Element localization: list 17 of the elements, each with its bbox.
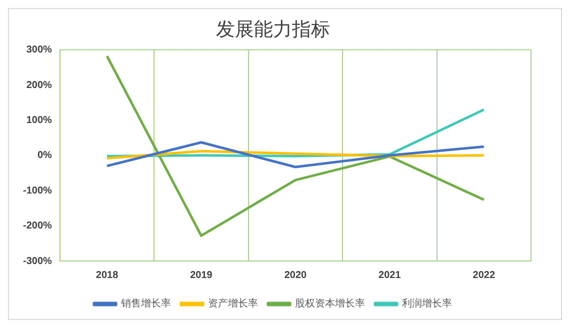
x-tick-label: 2018 xyxy=(96,270,119,281)
y-tick-label: 300% xyxy=(26,44,52,56)
y-tick-label: 200% xyxy=(26,80,52,91)
legend-label: 销售增长率 xyxy=(120,298,171,310)
y-tick-label: -300% xyxy=(23,256,52,267)
x-tick-label: 2022 xyxy=(472,270,496,281)
legend-label: 利润增长率 xyxy=(402,298,452,310)
y-tick-label: -200% xyxy=(23,220,52,232)
y-tick-label: 0% xyxy=(37,150,52,162)
chart-title: 发展能力指标 xyxy=(216,18,330,40)
x-tick-label: 2021 xyxy=(378,270,402,281)
y-tick-label: -100% xyxy=(23,185,52,196)
legend-label: 资产增长率 xyxy=(208,298,258,310)
x-tick-label: 2019 xyxy=(190,270,213,281)
x-tick-label: 2020 xyxy=(284,270,308,281)
y-tick-label: 100% xyxy=(26,114,52,126)
legend-label: 股权资本增长率 xyxy=(295,298,365,310)
